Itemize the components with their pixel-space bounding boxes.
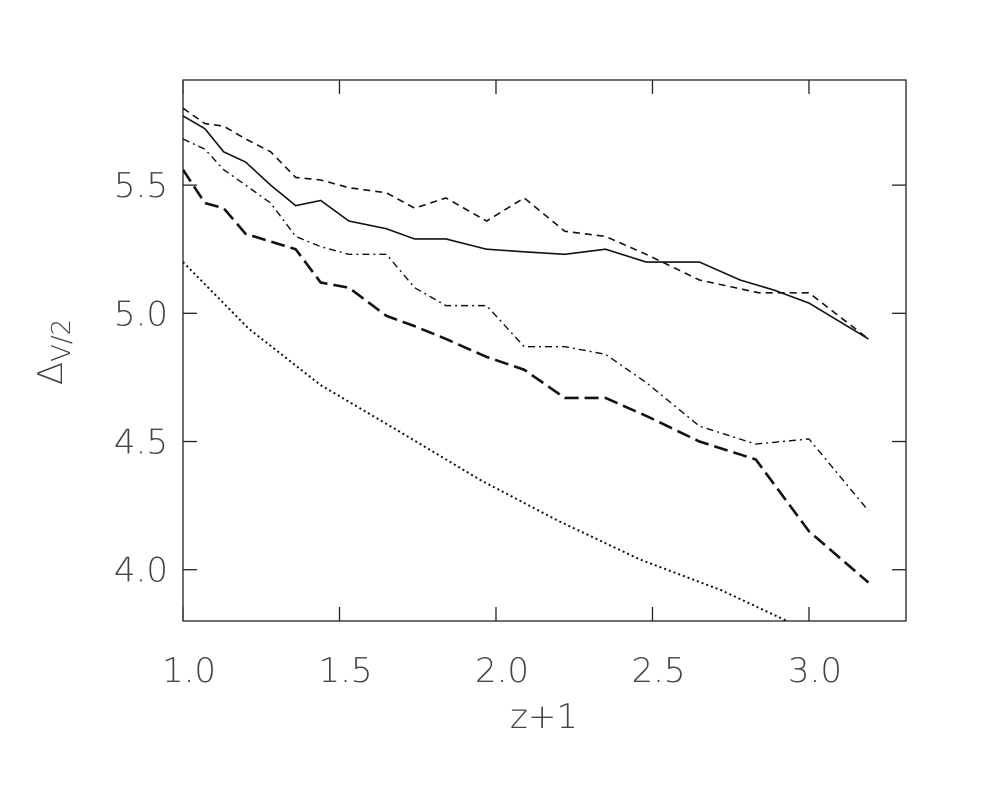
y-tick-label: 5.0: [114, 294, 168, 334]
data-line: [183, 169, 870, 584]
x-tick-label: 1.0: [162, 651, 216, 691]
data-line: [183, 115, 869, 340]
data-line: [183, 138, 869, 512]
x-tick-label: 3.0: [788, 651, 842, 691]
x-tick-label: 1.5: [318, 651, 372, 691]
y-tick-label: 4.5: [114, 423, 168, 463]
y-label-subscript: V/2: [47, 319, 77, 362]
plot-lines: [183, 107, 870, 621]
plot-frame: [182, 79, 907, 622]
data-line: [183, 107, 869, 340]
y-tick-label: 5.5: [114, 166, 168, 206]
y-tick-label: 4.0: [114, 551, 168, 591]
data-line: [183, 261, 788, 621]
x-tick-label: 2.0: [475, 651, 529, 691]
x-tick-label: 2.5: [631, 651, 685, 691]
y-label-symbol: Δ: [31, 362, 71, 385]
x-axis-label: z+1: [510, 697, 578, 737]
y-axis-label: ΔV/2: [31, 319, 77, 385]
